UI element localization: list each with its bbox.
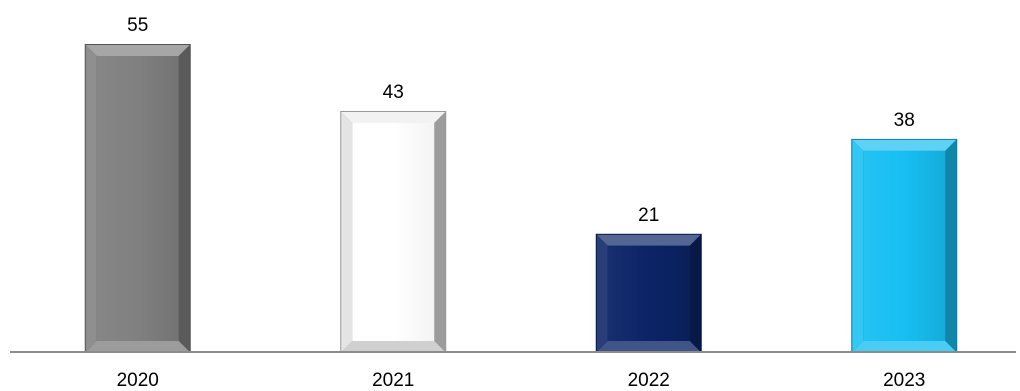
bar-face [352,122,435,342]
category-label-2022: 2022 [628,370,670,391]
bar-bevel-right [434,111,446,353]
bar-face [607,245,690,341]
value-label-2020: 55 [127,15,148,36]
bar-bevel-bottom [852,341,957,352]
category-label-2021: 2021 [372,370,414,391]
bar-bevel-top [341,111,446,123]
bar-bevel-left [85,45,97,352]
bar-bevel-bottom [85,341,190,352]
bar-bevel-left [596,234,608,352]
category-label-2023: 2023 [883,370,925,391]
bar-bevel-left [852,139,864,352]
value-label-2022: 21 [638,205,659,226]
bar-bevel-right [689,234,701,352]
bar-2023 [851,138,958,352]
value-label-2023: 38 [894,110,915,131]
bar-bevel-left [341,111,353,353]
bar-face [863,150,946,341]
bar-2020 [84,44,191,352]
bar-bevel-top [85,45,190,56]
bar-bevel-top [596,234,701,246]
bar-bevel-right [178,45,190,352]
bar-2022 [595,233,702,352]
bar-face [96,56,179,341]
bar-2021 [340,110,447,353]
category-label-2020: 2020 [117,370,159,391]
labels-layer: 55 2020 43 2021 21 2022 38 2023 [117,15,926,391]
bar-bevel-top [852,139,957,151]
bar-bevel-right [945,139,957,352]
bars-layer [84,44,958,353]
bar-bevel-bottom [341,341,446,352]
value-label-2021: 43 [383,82,404,103]
bar-bevel-bottom [596,341,701,352]
